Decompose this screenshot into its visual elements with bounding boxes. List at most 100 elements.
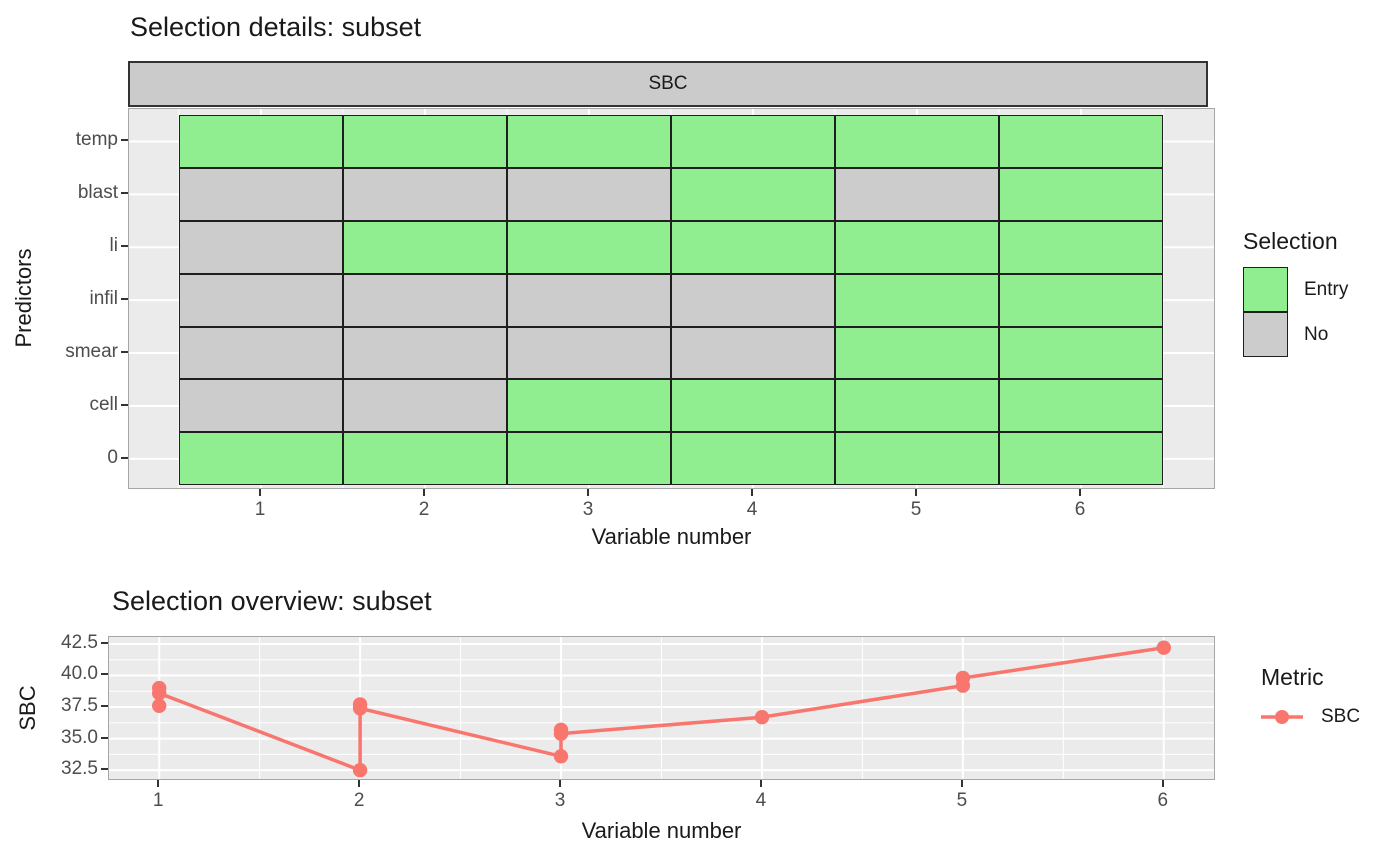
details-panel [128,108,1215,489]
overview-y-tick-label-40.0: 40.0 [61,663,98,685]
selection-legend: Selection Entry No [1243,228,1348,357]
data-point-SBC-4-36.7 [754,710,770,725]
tile-temp-6 [999,115,1163,168]
tile-li-3 [507,220,671,274]
tile-li-5 [835,220,999,274]
tile-li-1 [179,220,343,274]
selection-legend-swatch-no [1243,312,1288,357]
tile-smear-5 [835,326,999,380]
details-x-tick-mark [259,489,261,496]
overview-y-tick-mark [101,736,108,739]
overview-title: Selection overview: subset [112,586,432,616]
overview-panel [108,636,1215,780]
overview-x-tick-mark [960,780,963,787]
selection-legend-swatch-entry [1243,267,1288,312]
details-x-tick-mark [1079,489,1081,496]
overview-x-tick-mark [1161,780,1164,787]
overview-x-tick-label-5: 5 [956,790,968,811]
tile-smear-4 [671,326,835,380]
overview-y-tick-label-35.0: 35.0 [61,726,98,748]
overview-x-tick-label-1: 1 [152,790,164,811]
metric-legend-keys: SBC [1261,703,1360,731]
tile-cell-3 [507,379,671,433]
details-tiles-grid [179,115,1163,486]
tile-blast-2 [343,167,507,221]
tile-li-6 [999,220,1163,274]
tile-infil-3 [507,273,671,327]
data-point-SBC-3-35.4 [553,726,569,741]
overview-x-tick-label-2: 2 [353,790,365,811]
overview-x-tick-label-3: 3 [554,790,566,811]
details-y-tick-label-li: li [109,235,118,257]
details-x-axis-title: Variable number [591,524,752,549]
overview-x-tick-mark [759,780,762,787]
data-point-SBC-2-32.5 [352,763,368,778]
details-x-tick-mark [423,489,425,496]
overview-x-axis-title: Variable number [581,818,742,843]
details-y-tick-mark [121,456,128,459]
tile-cell-5 [835,379,999,433]
details-x-tick-label-1: 1 [254,499,266,520]
selection-legend-title: Selection [1243,228,1338,254]
tile-temp-4 [671,115,835,168]
tile-smear-1 [179,326,343,380]
metric-legend-title: Metric [1261,664,1324,690]
overview-x-tick-mark [559,780,562,787]
tile-blast-3 [507,167,671,221]
overview-x-tick-mark [157,780,160,787]
tile-smear-3 [507,326,671,380]
tile-temp-2 [343,115,507,168]
overview-x-tick-mark [358,780,361,787]
overview-y-tick-mark [101,705,108,708]
details-y-tick-mark [121,298,128,301]
selection-legend-keys: Entry No [1243,267,1348,357]
tile-smear-6 [999,326,1163,380]
tile-cell-2 [343,379,507,433]
overview-x-tick-label-4: 4 [755,790,767,811]
tile-0-3 [507,432,671,486]
overview-y-tick-mark [101,673,108,676]
facet-strip: SBC [128,61,1208,107]
details-x-tick-label-3: 3 [582,499,594,520]
tile-li-4 [671,220,835,274]
details-y-tick-label-0: 0 [107,446,118,468]
tile-infil-5 [835,273,999,327]
tile-temp-5 [835,115,999,168]
metric-legend: Metric SBC [1261,664,1360,731]
selection-legend-label: Entry [1304,278,1349,300]
metric-legend-label: SBC [1321,706,1361,727]
legend-point [1275,710,1289,724]
overview-y-tick-label-42.5: 42.5 [61,631,98,653]
details-y-tick-label-blast: blast [77,182,118,204]
details-x-tick-mark [587,489,589,496]
details-x-tick-mark [915,489,917,496]
tile-infil-2 [343,273,507,327]
tile-infil-6 [999,273,1163,327]
tile-0-4 [671,432,835,486]
facet-strip-label: SBC [648,73,688,94]
data-point-SBC-6-42.2 [1156,640,1172,655]
tile-0-6 [999,432,1163,486]
tile-cell-4 [671,379,835,433]
details-y-tick-label-infil: infil [89,288,118,310]
tile-temp-1 [179,115,343,168]
tile-0-2 [343,432,507,486]
tile-0-5 [835,432,999,486]
metric-legend-glyph [1261,710,1303,724]
metric-legend-item-sbc: SBC [1261,703,1360,731]
details-y-tick-label-smear: smear [65,341,118,363]
overview-y-tick-label-37.5: 37.5 [61,695,98,717]
tile-blast-1 [179,167,343,221]
details-y-tick-label-temp: temp [75,129,118,151]
details-y-tick-mark [121,403,128,406]
details-y-tick-mark [121,351,128,354]
overview-y-tick-label-32.5: 32.5 [61,758,98,780]
tile-0-1 [179,432,343,486]
details-x-tick-label-5: 5 [910,499,922,520]
tile-cell-1 [179,379,343,433]
data-point-SBC-1-38.6 [152,686,167,701]
tile-smear-2 [343,326,507,380]
tile-li-2 [343,220,507,274]
selection-legend-item-no: No [1243,312,1348,357]
